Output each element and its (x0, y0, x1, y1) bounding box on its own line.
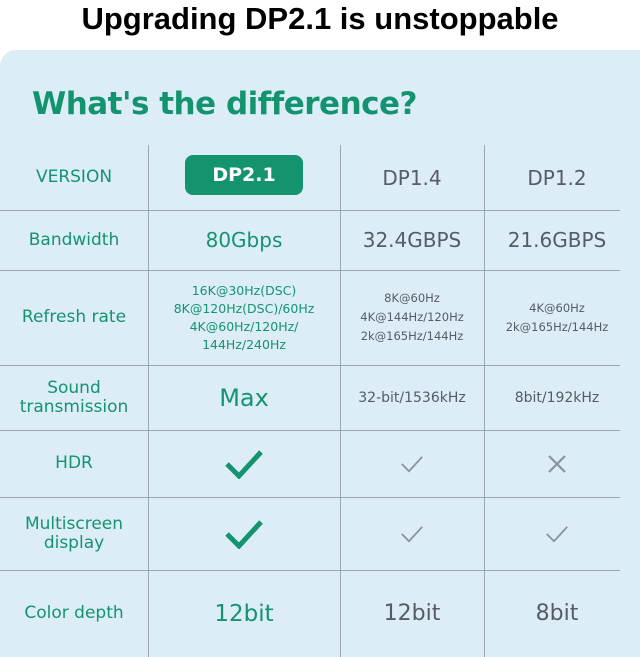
column-header-dp14: DP1.4 (382, 165, 442, 190)
comparison-panel (0, 50, 640, 657)
text-line: Multiscreen (24, 513, 124, 534)
column-header-dp21: DP2.1 (148, 145, 340, 205)
text-line: 4K@60Hz (529, 300, 585, 315)
divider (148, 145, 149, 657)
check-icon (148, 430, 340, 497)
check-icon (340, 430, 484, 497)
table-cell: 8bit/192kHz (514, 389, 600, 406)
page-title: What's the difference? (32, 86, 418, 122)
text-line: Sound (47, 377, 101, 398)
headline: Upgrading DP2.1 is unstoppable (81, 1, 559, 36)
cross-icon (484, 430, 630, 497)
table-cell: 16K@30Hz(DSC) 8K@120Hz(DSC)/60Hz 4K@60Hz/1… (148, 270, 340, 365)
divider (0, 430, 620, 431)
row-label: Multiscreen display (0, 497, 148, 570)
text-line: 4K@60Hz/120Hz/ (189, 318, 299, 334)
text-line: 16K@30Hz(DSC) (191, 282, 297, 298)
row-label: HDR (55, 453, 93, 473)
version-label: VERSION (35, 167, 113, 187)
text-line: display (43, 532, 105, 553)
table-cell: 32.4GBPS (362, 228, 462, 252)
text-line: 8K@120Hz(DSC)/60Hz (173, 300, 315, 316)
divider (484, 145, 485, 657)
check-icon (484, 497, 630, 570)
text-line: 144Hz/240Hz (202, 336, 286, 352)
table-cell: 21.6GBPS (507, 228, 607, 252)
text-line: 8K@60Hz (384, 291, 440, 305)
table-cell: 8bit (535, 601, 579, 626)
text-line: transmission (19, 396, 129, 417)
row-label: Bandwidth (28, 229, 120, 250)
check-icon (148, 497, 340, 570)
text-line: 2k@165Hz/144Hz (360, 329, 464, 343)
divider (0, 570, 620, 571)
table-cell: 32-bit/1536kHz (358, 389, 466, 406)
table-cell: 8K@60Hz 4K@144Hz/120Hz 2k@165Hz/144Hz (340, 270, 484, 365)
check-icon (340, 497, 484, 570)
divider (0, 497, 620, 498)
table-cell: 12bit (383, 601, 441, 626)
dp21-badge: DP2.1 (185, 155, 303, 195)
table-cell: 12bit (214, 600, 274, 627)
text-line: 2k@165Hz/144Hz (505, 319, 609, 334)
row-label: Refresh rate (21, 307, 127, 327)
divider (0, 210, 620, 211)
table-cell: 80Gbps (205, 228, 283, 252)
table-cell: Max (219, 383, 269, 412)
divider (0, 270, 620, 271)
text-line: 4K@144Hz/120Hz (360, 310, 464, 324)
divider (340, 145, 341, 657)
row-label: Sound transmission (0, 365, 148, 430)
column-header-dp12: DP1.2 (527, 165, 587, 190)
row-label: Color depth (24, 603, 124, 623)
table-cell: 4K@60Hz 2k@165Hz/144Hz (484, 270, 630, 365)
divider (0, 365, 620, 366)
